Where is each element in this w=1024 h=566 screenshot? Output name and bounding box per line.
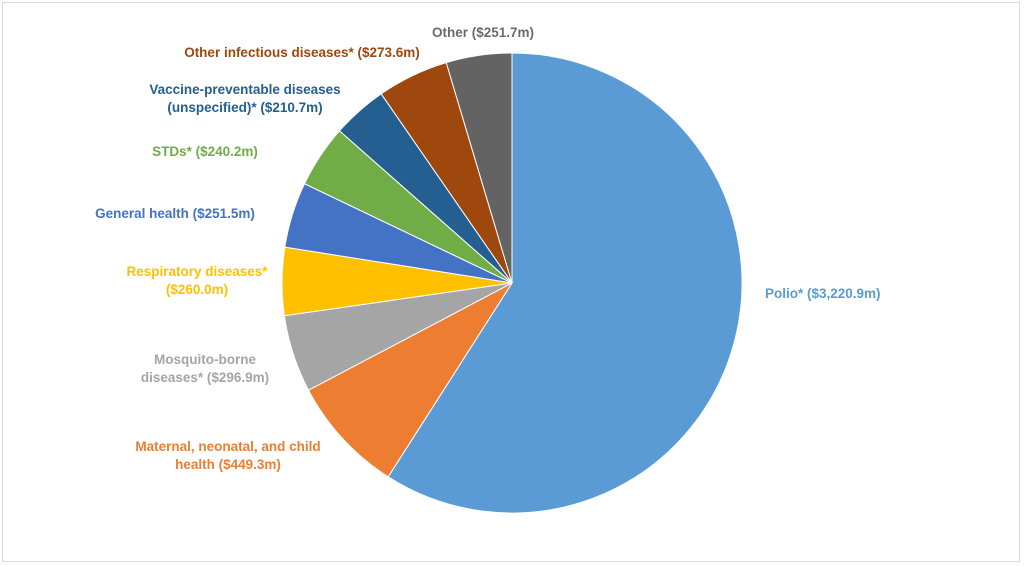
pie-label-vaccine: Vaccine-preventable diseases (unspecified…: [149, 82, 340, 115]
pie-slices: [281, 52, 743, 514]
pie-label-polio: Polio* ($3,220.9m): [765, 286, 881, 301]
pie-label-line: ($260.0m): [166, 282, 228, 297]
pie-label-general: General health ($251.5m): [95, 206, 255, 221]
pie-label-stds: STDs* ($240.2m): [152, 144, 258, 159]
pie-label-other: Other ($251.7m): [432, 25, 534, 40]
pie-label-line: Vaccine-preventable diseases: [149, 82, 340, 97]
pie-label-mosquito: Mosquito-borne diseases* ($296.9m): [141, 352, 269, 385]
pie-label-line: Maternal, neonatal, and child: [135, 439, 320, 454]
pie-slice-polio: [387, 52, 743, 514]
pie-label-line: Respiratory diseases*: [126, 264, 268, 279]
pie-label-line: General health ($251.5m): [95, 206, 255, 221]
pie-label-line: Polio* ($3,220.9m): [765, 286, 881, 301]
pie-label-line: Mosquito-borne: [154, 352, 256, 367]
pie-slice-maternal: [307, 281, 514, 478]
pie-label-line: Other ($251.7m): [432, 25, 534, 40]
pie-label-line: Other infectious diseases* ($273.6m): [184, 45, 420, 60]
pie-label-line: health ($449.3m): [175, 457, 281, 472]
pie-label-line: diseases* ($296.9m): [141, 370, 269, 385]
pie-label-infectious: Other infectious diseases* ($273.6m): [184, 45, 420, 60]
pie-label-respiratory: Respiratory diseases* ($260.0m): [126, 264, 268, 297]
pie-slice-other: [445, 52, 513, 284]
pie-label-line: STDs* ($240.2m): [152, 144, 258, 159]
pie-label-line: (unspecified)* ($210.7m): [167, 100, 322, 115]
pie-label-maternal: Maternal, neonatal, and child health ($44…: [135, 439, 320, 472]
pie-labels: Polio* ($3,220.9m) Maternal, neonatal, an…: [95, 25, 880, 472]
